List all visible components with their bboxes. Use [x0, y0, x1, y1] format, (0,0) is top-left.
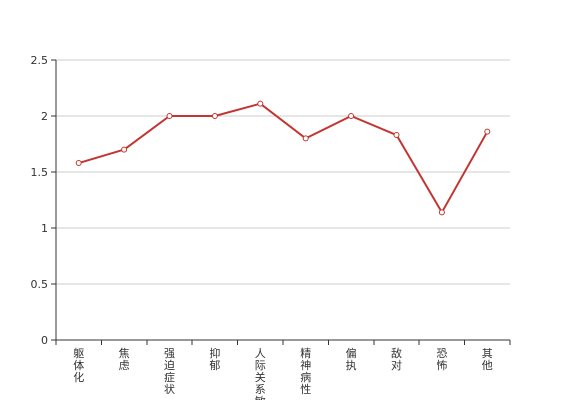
data-point[interactable]	[166, 113, 173, 119]
x-axis: 躯体化 焦虑 强迫症状 抑郁 人际关系敏感 精神病性 偏执 敌对 恐怖 其他	[55, 339, 511, 400]
y-tick-label: 0.5	[31, 278, 49, 291]
y-tick-label: 1	[41, 222, 48, 235]
series-line	[78, 102, 489, 214]
x-tick-label: 敌对	[391, 346, 402, 372]
data-point[interactable]	[393, 132, 400, 139]
data-point[interactable]	[302, 135, 309, 142]
y-axis: 0 0.5 1 1.5 2 2.5	[31, 54, 57, 347]
x-tick-label: 躯体化	[73, 347, 84, 384]
data-point[interactable]	[257, 100, 264, 107]
x-tick-label: 恐怖	[436, 347, 447, 372]
x-tick-label: 抑郁	[209, 346, 220, 372]
x-tick-label: 偏执	[346, 346, 357, 372]
x-tick-label: 其他	[482, 347, 493, 372]
data-point[interactable]	[211, 113, 218, 119]
y-tick-label: 2	[41, 110, 48, 123]
y-tick-label: 1.5	[31, 166, 49, 179]
data-point[interactable]	[348, 113, 355, 119]
gridlines	[56, 59, 510, 285]
x-tick-label: 焦虑	[119, 347, 130, 372]
x-tick-label: 人际关系敏感	[255, 347, 266, 400]
series-layer	[75, 100, 491, 216]
data-point[interactable]	[75, 160, 82, 167]
x-tick-label: 精神病性	[300, 347, 311, 396]
data-point[interactable]	[121, 146, 128, 153]
data-point[interactable]	[484, 128, 491, 135]
data-point[interactable]	[438, 209, 445, 216]
x-tick-label: 强迫症状	[164, 347, 175, 396]
y-tick-label: 0	[41, 334, 48, 347]
y-tick-label: 2.5	[31, 54, 49, 67]
